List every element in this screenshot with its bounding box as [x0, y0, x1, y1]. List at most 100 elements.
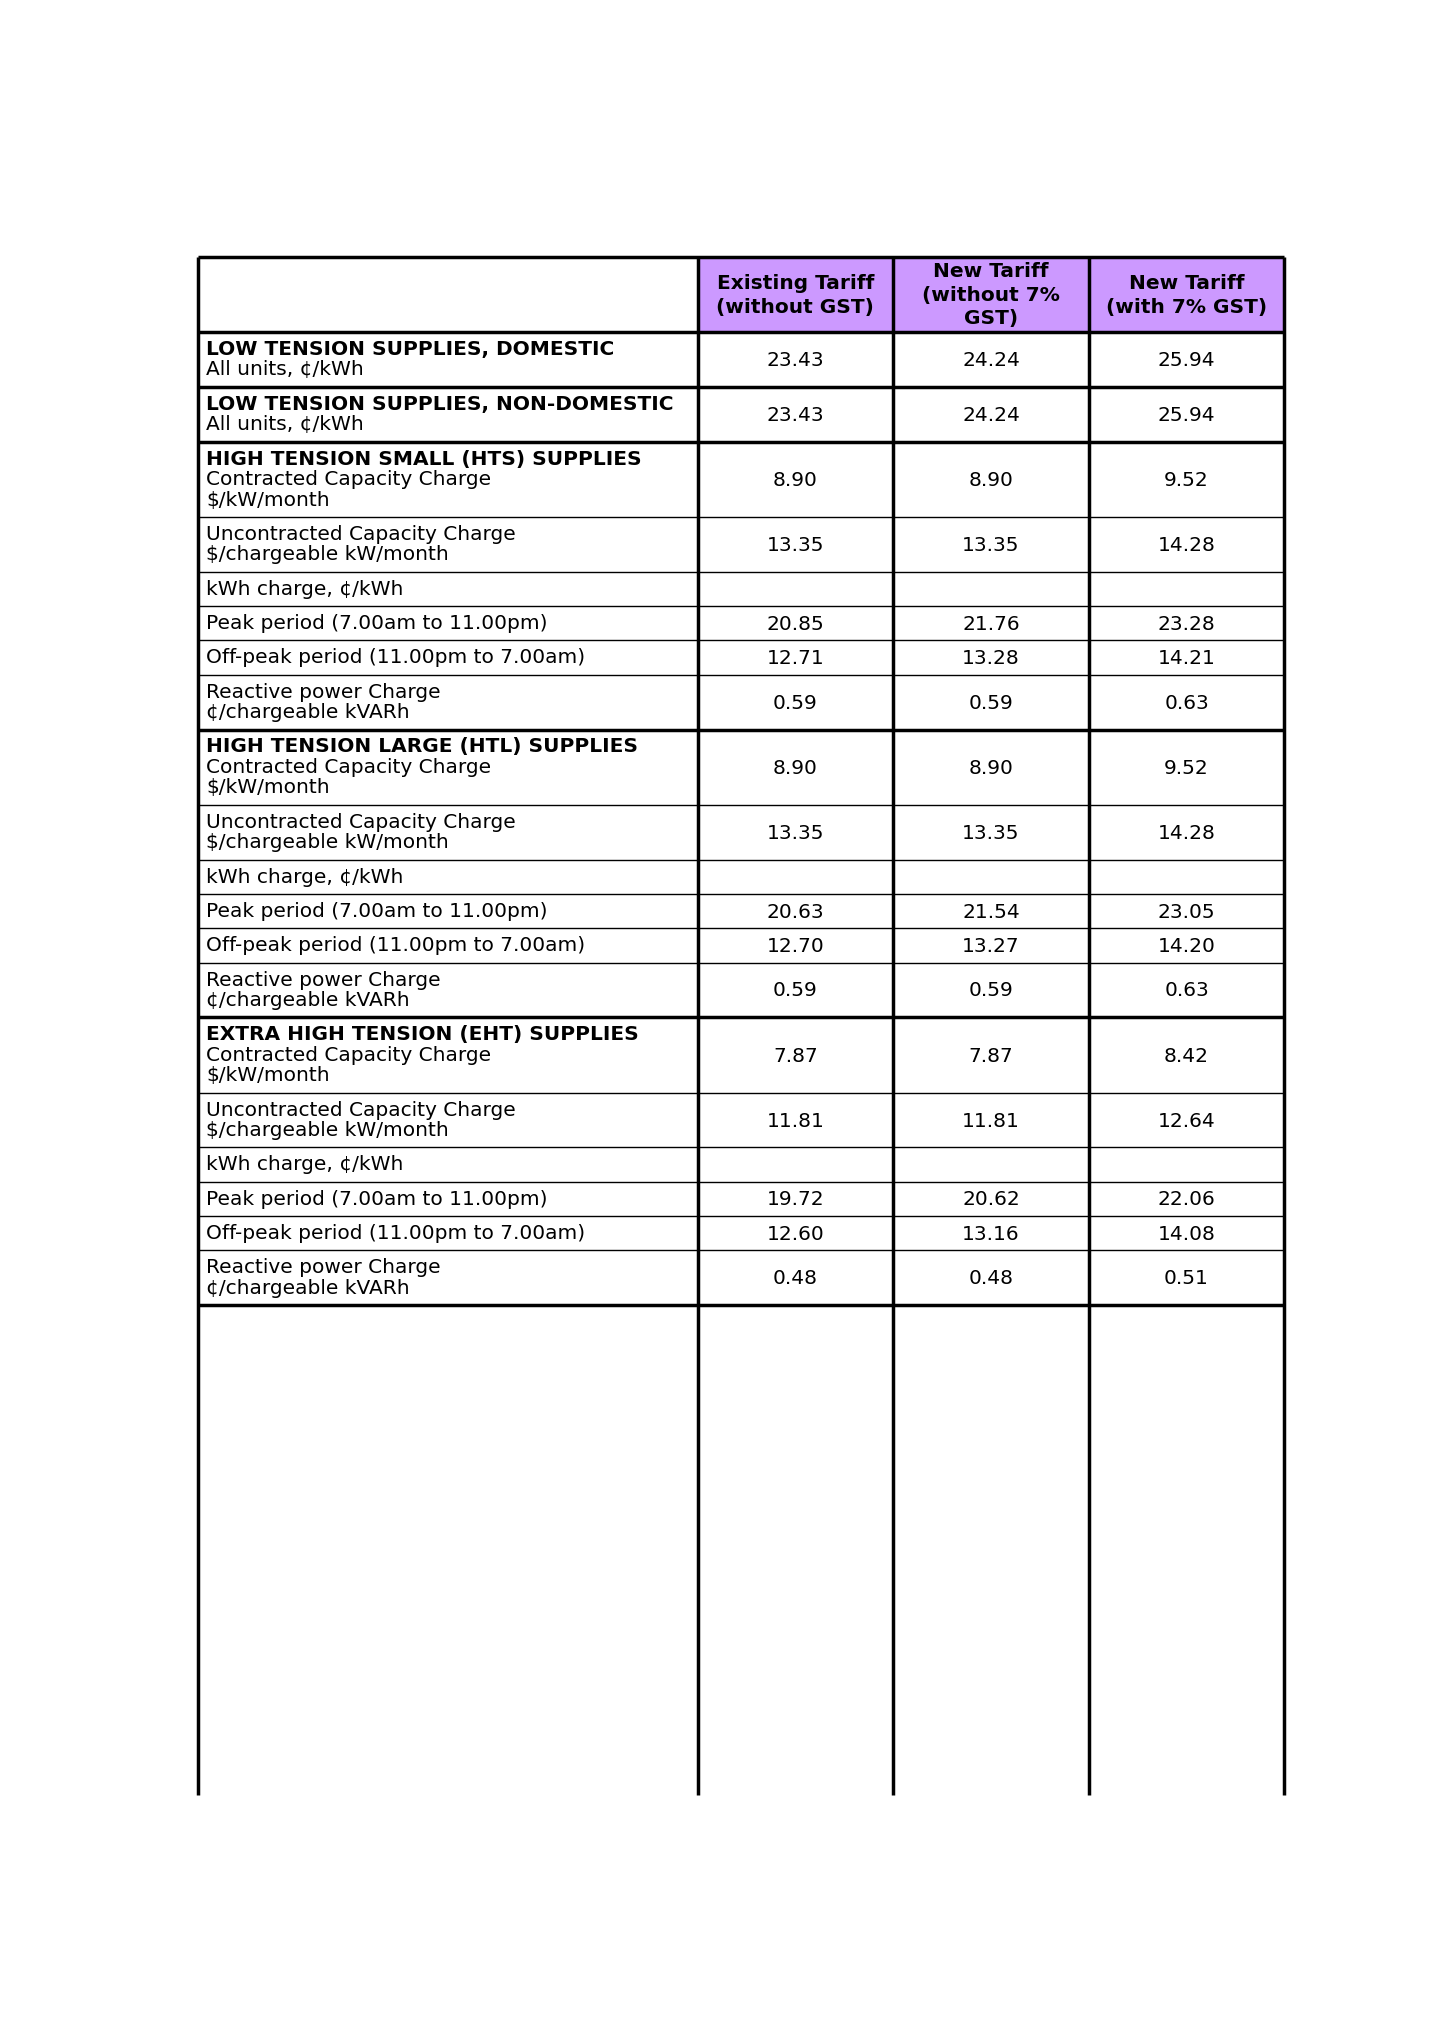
Text: 14.20: 14.20: [1158, 937, 1216, 955]
Text: Peak period (7.00am to 11.00pm): Peak period (7.00am to 11.00pm): [207, 614, 548, 632]
Bar: [198, 805, 1284, 860]
Text: 13.35: 13.35: [766, 536, 824, 555]
Bar: [1089, 258, 1284, 333]
Text: 0.59: 0.59: [774, 981, 818, 1000]
Bar: [198, 729, 1284, 805]
Text: New Tariff
(without 7%
GST): New Tariff (without 7% GST): [923, 262, 1060, 329]
Bar: [198, 860, 1284, 894]
Text: 20.63: 20.63: [766, 902, 824, 920]
Bar: [198, 1217, 1284, 1252]
Text: 20.85: 20.85: [766, 614, 824, 634]
Text: HIGH TENSION LARGE (HTL) SUPPLIES: HIGH TENSION LARGE (HTL) SUPPLIES: [207, 738, 638, 756]
Bar: [198, 675, 1284, 729]
Text: kWh charge, ¢/kWh: kWh charge, ¢/kWh: [207, 868, 403, 886]
Text: Contracted Capacity Charge: Contracted Capacity Charge: [207, 469, 492, 490]
Text: 0.59: 0.59: [969, 693, 1014, 713]
Text: Off-peak period (11.00pm to 7.00am): Off-peak period (11.00pm to 7.00am): [207, 648, 586, 666]
Text: 19.72: 19.72: [766, 1191, 824, 1209]
Text: 13.28: 13.28: [962, 648, 1019, 669]
Bar: [198, 518, 1284, 573]
Text: New Tariff
(with 7% GST): New Tariff (with 7% GST): [1106, 274, 1267, 317]
Text: 24.24: 24.24: [962, 406, 1019, 425]
Text: ¢/chargeable kVARh: ¢/chargeable kVARh: [207, 1278, 411, 1296]
Text: Uncontracted Capacity Charge: Uncontracted Capacity Charge: [207, 524, 516, 545]
Text: $/kW/month: $/kW/month: [207, 1065, 330, 1085]
Text: Contracted Capacity Charge: Contracted Capacity Charge: [207, 1044, 492, 1065]
Text: 11.81: 11.81: [766, 1112, 824, 1130]
Text: 23.43: 23.43: [766, 352, 824, 370]
Text: 13.16: 13.16: [962, 1223, 1019, 1244]
Text: 13.35: 13.35: [962, 536, 1019, 555]
Text: Contracted Capacity Charge: Contracted Capacity Charge: [207, 758, 492, 776]
Bar: [198, 443, 1284, 518]
Text: $/chargeable kW/month: $/chargeable kW/month: [207, 833, 450, 851]
Text: ¢/chargeable kVARh: ¢/chargeable kVARh: [207, 703, 411, 721]
Text: 23.43: 23.43: [766, 406, 824, 425]
Text: $/kW/month: $/kW/month: [207, 490, 330, 510]
Text: Uncontracted Capacity Charge: Uncontracted Capacity Charge: [207, 1099, 516, 1120]
Text: Reactive power Charge: Reactive power Charge: [207, 969, 441, 990]
Text: Off-peak period (11.00pm to 7.00am): Off-peak period (11.00pm to 7.00am): [207, 1223, 586, 1242]
Text: Uncontracted Capacity Charge: Uncontracted Capacity Charge: [207, 813, 516, 831]
Text: 7.87: 7.87: [774, 1046, 818, 1065]
Text: $/chargeable kW/month: $/chargeable kW/month: [207, 1120, 450, 1140]
Text: All units, ¢/kWh: All units, ¢/kWh: [207, 415, 364, 435]
Text: LOW TENSION SUPPLIES, NON-DOMESTIC: LOW TENSION SUPPLIES, NON-DOMESTIC: [207, 394, 674, 415]
Bar: [198, 963, 1284, 1018]
Text: 20.62: 20.62: [962, 1191, 1019, 1209]
Bar: [198, 894, 1284, 929]
Text: Reactive power Charge: Reactive power Charge: [207, 1258, 441, 1276]
Bar: [894, 258, 1089, 333]
Text: 25.94: 25.94: [1158, 352, 1216, 370]
Text: All units, ¢/kWh: All units, ¢/kWh: [207, 360, 364, 380]
Bar: [198, 929, 1284, 963]
Text: 0.48: 0.48: [774, 1268, 818, 1288]
Text: 0.59: 0.59: [774, 693, 818, 713]
Text: 22.06: 22.06: [1158, 1191, 1216, 1209]
Text: 12.71: 12.71: [766, 648, 824, 669]
Text: 9.52: 9.52: [1164, 758, 1209, 778]
Text: 11.81: 11.81: [962, 1112, 1019, 1130]
Text: 13.27: 13.27: [962, 937, 1019, 955]
Bar: [198, 333, 1284, 388]
Text: $/chargeable kW/month: $/chargeable kW/month: [207, 545, 450, 565]
Text: Existing Tariff
(without GST): Existing Tariff (without GST): [716, 274, 875, 317]
Bar: [198, 1093, 1284, 1148]
Text: 14.21: 14.21: [1158, 648, 1216, 669]
Text: 23.05: 23.05: [1158, 902, 1216, 920]
Text: 8.90: 8.90: [774, 758, 818, 778]
Text: 12.70: 12.70: [766, 937, 824, 955]
Text: 13.35: 13.35: [766, 823, 824, 843]
Text: 0.63: 0.63: [1164, 981, 1209, 1000]
Bar: [198, 640, 1284, 675]
Text: 8.90: 8.90: [969, 471, 1014, 490]
Text: 21.54: 21.54: [962, 902, 1019, 920]
Text: 21.76: 21.76: [962, 614, 1019, 634]
Bar: [198, 388, 1284, 443]
Text: 0.59: 0.59: [969, 981, 1014, 1000]
Text: Off-peak period (11.00pm to 7.00am): Off-peak period (11.00pm to 7.00am): [207, 935, 586, 955]
Bar: [198, 1183, 1284, 1217]
Text: Peak period (7.00am to 11.00pm): Peak period (7.00am to 11.00pm): [207, 1189, 548, 1209]
Text: 23.28: 23.28: [1158, 614, 1216, 634]
Text: 0.48: 0.48: [969, 1268, 1014, 1288]
Text: $/kW/month: $/kW/month: [207, 778, 330, 797]
Bar: [198, 1148, 1284, 1183]
Text: 25.94: 25.94: [1158, 406, 1216, 425]
Text: EXTRA HIGH TENSION (EHT) SUPPLIES: EXTRA HIGH TENSION (EHT) SUPPLIES: [207, 1024, 639, 1044]
Text: 9.52: 9.52: [1164, 471, 1209, 490]
Text: LOW TENSION SUPPLIES, DOMESTIC: LOW TENSION SUPPLIES, DOMESTIC: [207, 339, 615, 360]
Bar: [198, 1252, 1284, 1307]
Text: 14.28: 14.28: [1158, 823, 1216, 843]
Text: 8.42: 8.42: [1164, 1046, 1209, 1065]
Text: 8.90: 8.90: [969, 758, 1014, 778]
Bar: [198, 1018, 1284, 1093]
Text: 24.24: 24.24: [962, 352, 1019, 370]
Text: 7.87: 7.87: [969, 1046, 1014, 1065]
Text: 0.51: 0.51: [1164, 1268, 1209, 1288]
Text: Reactive power Charge: Reactive power Charge: [207, 683, 441, 701]
Text: 14.28: 14.28: [1158, 536, 1216, 555]
Text: 8.90: 8.90: [774, 471, 818, 490]
Text: 13.35: 13.35: [962, 823, 1019, 843]
Text: 14.08: 14.08: [1158, 1223, 1216, 1244]
